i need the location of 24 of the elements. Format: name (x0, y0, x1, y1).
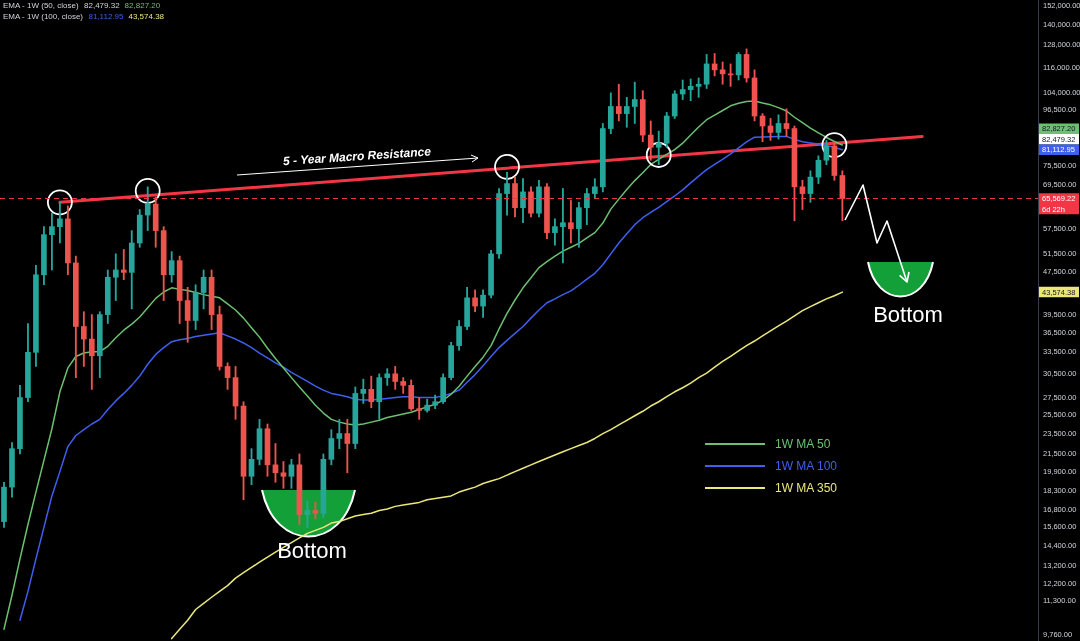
annotation: EMA - 1W (50, close) (3, 1, 79, 11)
candlestick (416, 397, 423, 420)
point (494, 153, 520, 180)
annotation: 5 - Year Macro Resistance (282, 144, 432, 169)
annotation: 82,479.32 (84, 1, 121, 11)
legend-label: 1W MA 100 (775, 459, 838, 473)
candlestick (655, 130, 662, 166)
candlestick (49, 212, 55, 271)
point (821, 132, 848, 158)
annotation: Bottom (277, 538, 347, 564)
annotation: Bottom (873, 302, 943, 328)
point (46, 189, 73, 216)
candlestick (568, 200, 574, 244)
candlestick (120, 249, 127, 281)
annotation: EMA - 1W (100, close) (3, 12, 84, 22)
point (645, 142, 672, 168)
annotation: 43,574.38 (128, 12, 165, 22)
annotation: 82,827.20 (124, 1, 161, 11)
candlestick (560, 188, 566, 264)
legend-label: 1W MA 350 (775, 481, 838, 495)
point (134, 177, 161, 204)
annotation: 81,112.95 (88, 12, 125, 22)
legend-label: 1W MA 50 (775, 437, 831, 451)
candlestick (695, 77, 702, 98)
